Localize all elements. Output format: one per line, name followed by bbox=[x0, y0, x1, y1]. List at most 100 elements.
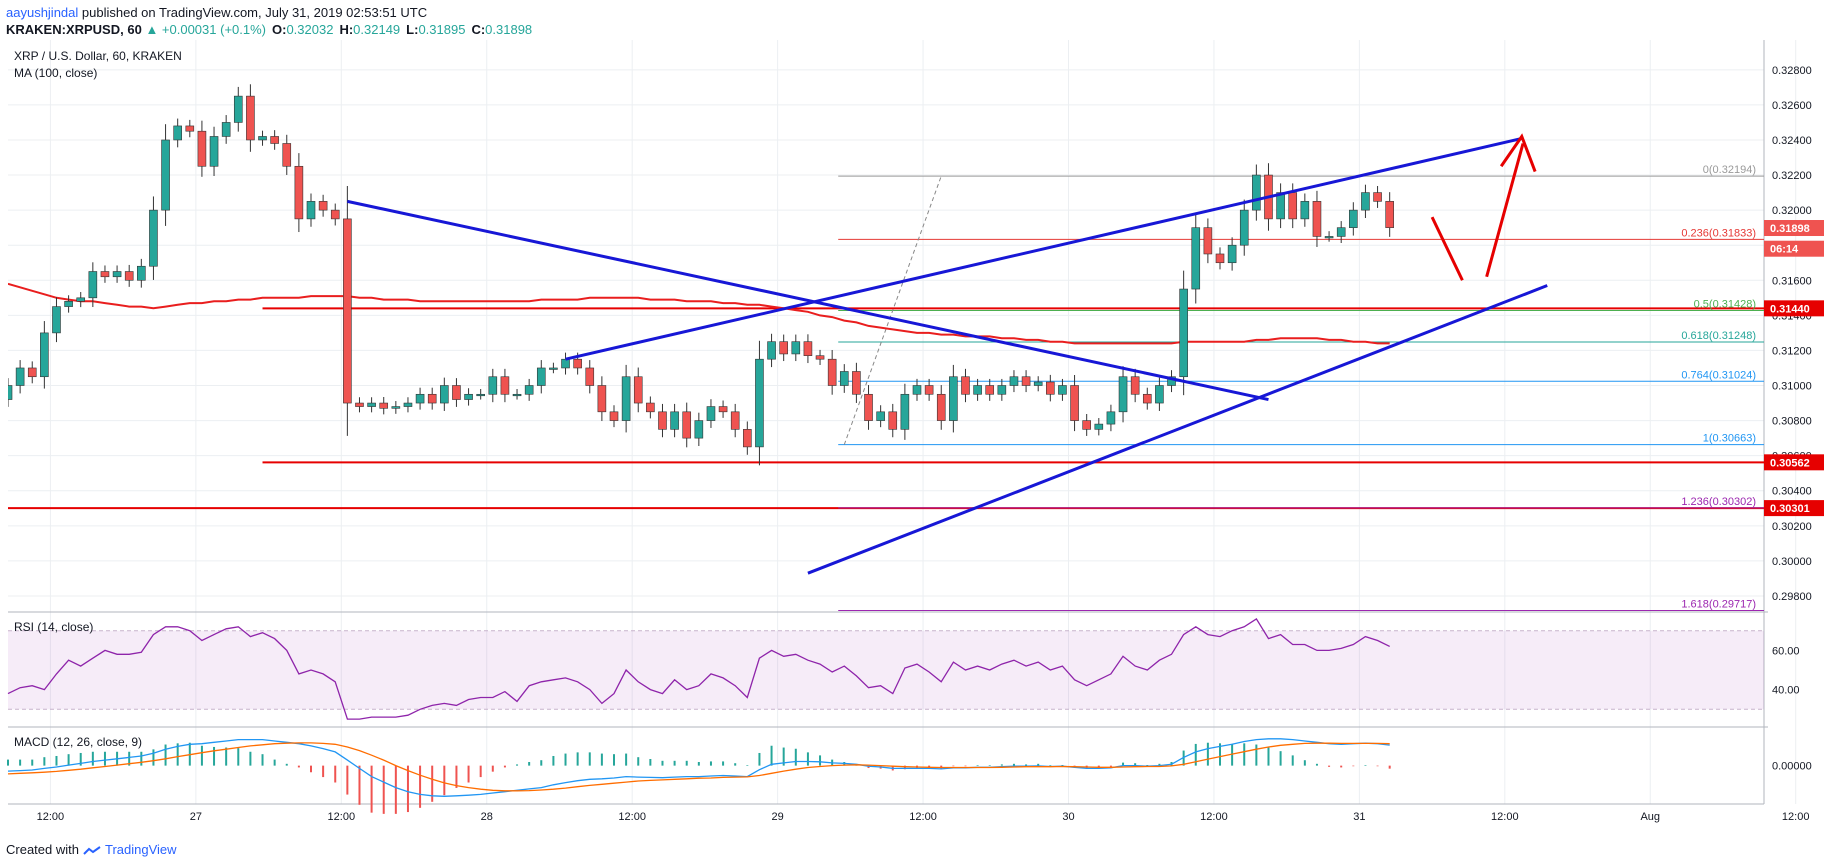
price-tag bbox=[1764, 240, 1824, 257]
candle-body bbox=[949, 376, 958, 421]
x-tick-label: 30 bbox=[1062, 811, 1074, 823]
candle bbox=[670, 403, 679, 438]
candle bbox=[633, 367, 643, 413]
candle-body bbox=[597, 385, 607, 413]
price-tag bbox=[1764, 454, 1824, 471]
candle-body bbox=[427, 393, 437, 404]
x-tick-label: 28 bbox=[481, 811, 493, 823]
candle-body bbox=[621, 376, 631, 421]
candle-body bbox=[40, 332, 49, 378]
candle bbox=[791, 334, 801, 362]
candle-body bbox=[670, 411, 679, 430]
candle-body bbox=[197, 130, 207, 167]
candle bbox=[124, 264, 134, 287]
candle bbox=[161, 124, 170, 226]
candle bbox=[646, 396, 655, 419]
candle bbox=[1130, 368, 1140, 403]
price-tag-label: 0.30562 bbox=[1770, 457, 1810, 469]
candle bbox=[355, 397, 364, 413]
candle-body bbox=[440, 385, 449, 404]
candle bbox=[318, 194, 328, 217]
fib-level-label: 1(0.30663) bbox=[1703, 433, 1756, 445]
candle bbox=[803, 334, 813, 364]
open-value: 0.32032 bbox=[286, 22, 334, 37]
candle-body bbox=[985, 385, 995, 395]
candle-body bbox=[852, 371, 861, 395]
fib-level-label: 0(0.32194) bbox=[1703, 164, 1756, 176]
price-tag bbox=[1764, 500, 1824, 517]
candle bbox=[609, 405, 619, 428]
candle-body bbox=[1130, 376, 1140, 395]
candle bbox=[452, 378, 461, 407]
y-tick-label: 0.30400 bbox=[1772, 486, 1812, 498]
candle bbox=[1058, 378, 1067, 401]
x-tick-label: 27 bbox=[190, 811, 202, 823]
candle bbox=[597, 376, 607, 422]
candle-body bbox=[1203, 227, 1213, 255]
candle-body bbox=[646, 402, 655, 413]
tradingview-link[interactable]: TradingView bbox=[104, 842, 177, 857]
rsi-line bbox=[7, 617, 1390, 720]
candle-body bbox=[743, 429, 752, 448]
y-tick-label: 0.29800 bbox=[1772, 591, 1812, 603]
candle bbox=[1046, 374, 1055, 402]
author-link[interactable]: aayushjindal bbox=[6, 5, 79, 20]
candle bbox=[185, 119, 195, 138]
candle-body bbox=[1252, 174, 1261, 211]
candle bbox=[888, 403, 898, 438]
candle bbox=[1142, 387, 1152, 410]
candle-body bbox=[270, 136, 279, 144]
candle bbox=[64, 295, 73, 313]
candle-body bbox=[246, 95, 255, 141]
y-tick-label: 0.32400 bbox=[1772, 135, 1812, 147]
publish-line: aayushjindal published on TradingView.co… bbox=[6, 3, 427, 22]
candle bbox=[706, 399, 716, 428]
candle bbox=[730, 403, 740, 438]
candle-body bbox=[464, 393, 473, 400]
macd-signal-line bbox=[7, 742, 1390, 792]
candle-body bbox=[900, 393, 910, 430]
candle bbox=[949, 364, 958, 433]
candle-body bbox=[573, 358, 582, 369]
x-tick-label: 29 bbox=[771, 811, 783, 823]
ma-legend: MA (100, close) bbox=[14, 66, 97, 80]
candle bbox=[815, 349, 825, 365]
candle-body bbox=[827, 358, 837, 386]
price-tag-label: 0.31440 bbox=[1770, 303, 1810, 315]
candle bbox=[1070, 374, 1079, 432]
candle-body bbox=[1179, 288, 1188, 378]
candle bbox=[585, 360, 595, 394]
fib-level-label: 0.618(0.31248) bbox=[1681, 330, 1756, 342]
candle bbox=[924, 378, 934, 401]
candle bbox=[1324, 231, 1334, 242]
candle-body bbox=[1033, 381, 1043, 386]
candle bbox=[961, 368, 970, 403]
candle bbox=[1191, 213, 1201, 304]
candle-body bbox=[1094, 423, 1104, 430]
forecast-arrow-head bbox=[1499, 133, 1537, 173]
candle bbox=[367, 397, 376, 413]
candle-body bbox=[536, 367, 546, 386]
candle bbox=[233, 86, 243, 132]
trend-line bbox=[807, 284, 1548, 575]
candle bbox=[682, 402, 692, 448]
candle bbox=[294, 153, 304, 233]
candle bbox=[1009, 370, 1019, 393]
candle-body bbox=[609, 411, 619, 421]
candle-body bbox=[1070, 385, 1079, 421]
candle bbox=[1385, 192, 1394, 237]
created-with-text: Created with bbox=[6, 842, 79, 857]
chart-canvas[interactable]: 0.298000.300000.302000.304000.306000.308… bbox=[0, 40, 1828, 840]
candle bbox=[15, 360, 25, 394]
candle bbox=[1155, 377, 1164, 411]
candle bbox=[415, 387, 425, 410]
candle bbox=[112, 265, 122, 283]
candle bbox=[718, 400, 728, 418]
candle bbox=[427, 387, 437, 410]
candle-body bbox=[718, 406, 728, 413]
candle bbox=[282, 134, 292, 175]
y-tick-label: 0.31600 bbox=[1772, 275, 1812, 287]
x-tick-label: 12:00 bbox=[618, 811, 646, 823]
candle-body bbox=[1046, 381, 1055, 395]
candle bbox=[973, 378, 982, 401]
